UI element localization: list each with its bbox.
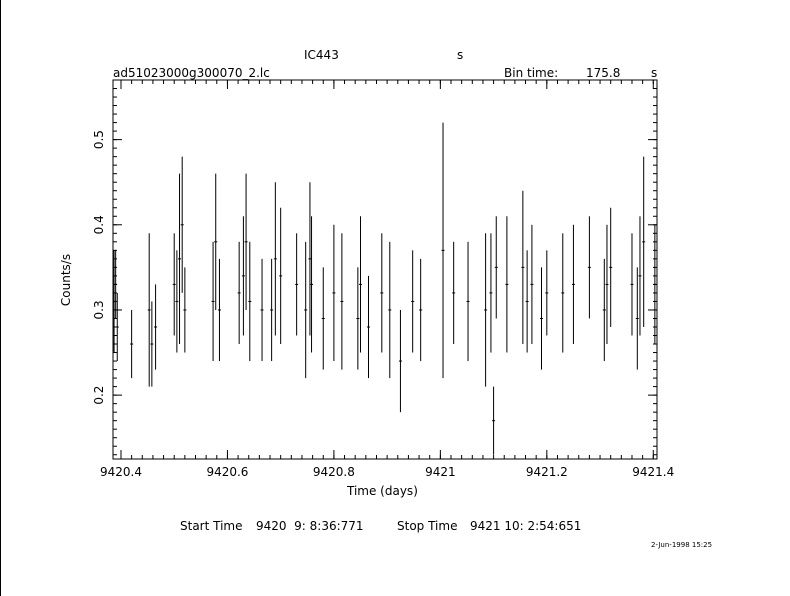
bin-time-label: Bin time: [504, 66, 559, 80]
x-axis-label: Time (days) [347, 484, 418, 498]
start-time-value: 9420 9: 8:36:771 [256, 519, 364, 533]
stop-time-label: Stop Time [397, 519, 458, 533]
object-name: IC443 [304, 48, 339, 62]
bin-time-unit: s [651, 66, 658, 80]
file-name: ad51023000g300070_2.lc [113, 66, 270, 80]
date-stamp: 2-Jun-1998 15:25 [651, 541, 713, 549]
object-unit: s [457, 48, 464, 62]
x-tick-label: 9420.8 [313, 465, 355, 479]
x-tick-label: 9421 [425, 465, 456, 479]
x-tick-label: 9421.4 [632, 465, 674, 479]
y-tick-label: 0.5 [92, 130, 106, 149]
y-tick-label: 0.4 [92, 215, 106, 234]
window-frame-edge [0, 0, 1, 596]
y-axis-label: Counts/s [59, 253, 74, 307]
plot-frame [112, 79, 658, 460]
stop-time-value: 9421 10: 2:54:651 [470, 519, 582, 533]
start-time-label: Start Time [180, 519, 243, 533]
x-tick-label: 9420.6 [206, 465, 248, 479]
y-tick-label: 0.3 [92, 300, 106, 319]
y-tick-label: 0.2 [92, 386, 106, 405]
x-tick-label: 9421.2 [526, 465, 568, 479]
x-tick-label: 9420.4 [100, 465, 142, 479]
bin-time-value: 175.8 [586, 66, 621, 80]
